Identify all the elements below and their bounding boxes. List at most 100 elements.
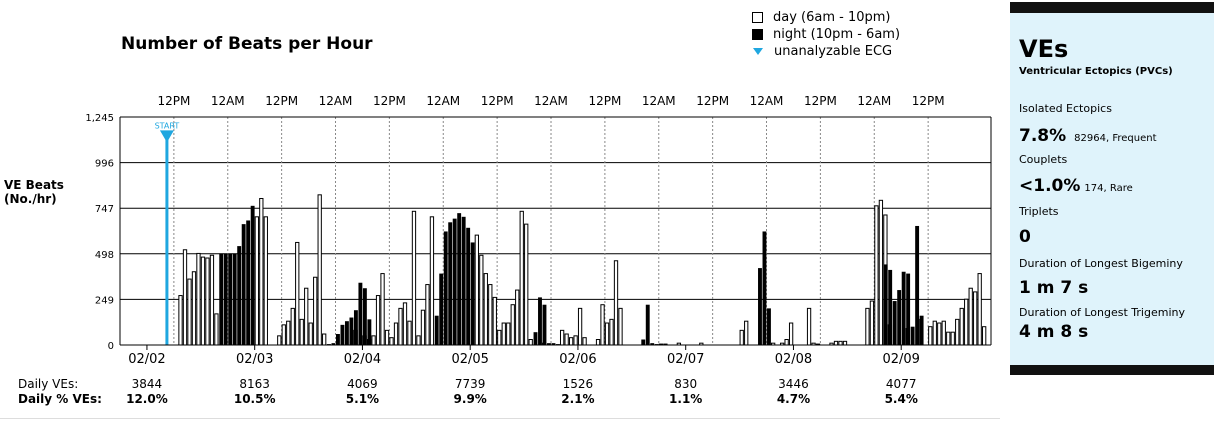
night-bar xyxy=(349,317,354,345)
day-bar xyxy=(425,284,430,346)
date-label: 02/02 xyxy=(128,352,165,367)
night-bar xyxy=(758,268,762,345)
night-bar xyxy=(892,301,897,345)
day-bar xyxy=(402,302,408,346)
night-bar xyxy=(434,315,439,345)
day-bar xyxy=(313,276,318,346)
day-bar xyxy=(595,339,601,346)
bigeminy-value: 1 m 7 s xyxy=(1019,278,1089,298)
daily-ves-label: Daily VEs: xyxy=(18,377,79,391)
day-bar xyxy=(259,197,264,346)
night-swatch-icon xyxy=(752,29,763,40)
y-axis-label: VE Beats (No./hr) xyxy=(4,178,64,206)
day-bar xyxy=(398,307,403,346)
time-tick-label: 12AM xyxy=(857,94,891,108)
night-bar xyxy=(461,216,466,345)
night-bar xyxy=(470,242,475,345)
time-tick-label: 12PM xyxy=(588,94,621,108)
day-bar xyxy=(178,295,183,346)
night-bar xyxy=(901,271,906,345)
day-bar xyxy=(739,329,744,346)
night-bar xyxy=(883,264,888,345)
day-bar xyxy=(510,304,515,346)
isolated-note: 82964, Frequent xyxy=(1074,133,1157,144)
night-bar xyxy=(919,315,924,345)
day-bar xyxy=(878,199,884,346)
day-bar xyxy=(950,331,955,346)
day-bar xyxy=(946,331,951,346)
y-tick-label: 249 xyxy=(95,295,114,306)
triplets-value: 0 xyxy=(1019,227,1031,247)
date-label: 02/09 xyxy=(882,352,919,367)
triplets-label: Triplets xyxy=(1019,205,1059,218)
day-bar xyxy=(568,337,574,346)
night-bar xyxy=(340,324,345,345)
night-bar xyxy=(331,343,336,345)
triangle-marker-icon xyxy=(753,48,763,55)
y-tick-label: 1,245 xyxy=(85,113,114,124)
day-bar xyxy=(304,287,309,346)
legend-unanalyzable: unanalyzable ECG xyxy=(752,43,900,60)
legend-night: night (10pm - 6am) xyxy=(752,26,900,43)
divider xyxy=(0,418,1000,419)
night-bar xyxy=(250,205,255,345)
day-bar xyxy=(295,241,300,346)
day-bar xyxy=(416,335,421,346)
time-tick-label: 12AM xyxy=(426,94,460,108)
day-bar xyxy=(977,273,982,346)
y-tick-label: 498 xyxy=(95,250,114,261)
daily-pct-value: 1.1% xyxy=(669,392,703,406)
day-bar xyxy=(317,194,322,346)
legend: day (6am - 10pm) night (10pm - 6am) unan… xyxy=(752,9,900,60)
day-bar xyxy=(600,304,605,346)
isolated-label: Isolated Ectopics xyxy=(1019,102,1112,115)
daily-pct-value: 5.4% xyxy=(884,392,918,406)
time-tick-label: 12PM xyxy=(481,94,514,108)
y-tick-label: 996 xyxy=(95,159,114,170)
night-bar xyxy=(542,304,547,345)
night-bar xyxy=(457,213,462,345)
day-bar xyxy=(488,284,493,346)
day-bar xyxy=(200,256,206,346)
day-bar xyxy=(308,322,313,346)
day-bar xyxy=(519,210,524,346)
chart-title: Number of Beats per Hour xyxy=(121,34,373,54)
day-bar xyxy=(420,309,426,346)
panel-subtitle: Ventricular Ectopics (PVCs) xyxy=(1019,66,1173,77)
day-bar xyxy=(277,335,282,346)
day-bar xyxy=(582,337,587,346)
daily-ves-value: 4077 xyxy=(885,377,917,391)
isolated-value: 7.8% 82964, Frequent xyxy=(1019,126,1157,146)
day-bar xyxy=(955,318,960,346)
panel-title: VEs xyxy=(1019,35,1069,63)
daily-pct-value: 9.9% xyxy=(453,392,487,406)
day-bar xyxy=(389,337,394,346)
day-bar xyxy=(982,326,987,346)
day-bar xyxy=(973,291,978,346)
daily-pct-label: Daily % VEs: xyxy=(18,392,102,406)
day-bar xyxy=(613,260,619,346)
daily-ves-value: 3446 xyxy=(778,377,809,391)
ve-summary-panel: VEs Ventricular Ectopics (PVCs) Isolated… xyxy=(1010,2,1214,375)
trigeminy-value: 4 m 8 s xyxy=(1019,322,1089,342)
y-tick-label: 747 xyxy=(95,204,114,215)
day-bar xyxy=(788,322,794,346)
day-bar xyxy=(515,289,520,346)
day-bar xyxy=(968,287,973,346)
night-bar xyxy=(367,319,372,345)
day-bar xyxy=(573,335,578,346)
day-bar xyxy=(937,322,942,346)
couplets-note: 174, Rare xyxy=(1084,183,1133,194)
day-bar xyxy=(806,307,812,346)
night-bar xyxy=(645,304,650,345)
time-tick-label: 12AM xyxy=(534,94,568,108)
night-bar xyxy=(448,222,453,345)
isolated-percent: 7.8% xyxy=(1019,126,1067,146)
date-label: 02/05 xyxy=(451,352,488,367)
day-bar xyxy=(874,205,879,346)
night-bar xyxy=(906,273,911,345)
day-bar xyxy=(254,216,259,346)
date-label: 02/04 xyxy=(344,352,381,367)
night-bar xyxy=(223,253,228,345)
